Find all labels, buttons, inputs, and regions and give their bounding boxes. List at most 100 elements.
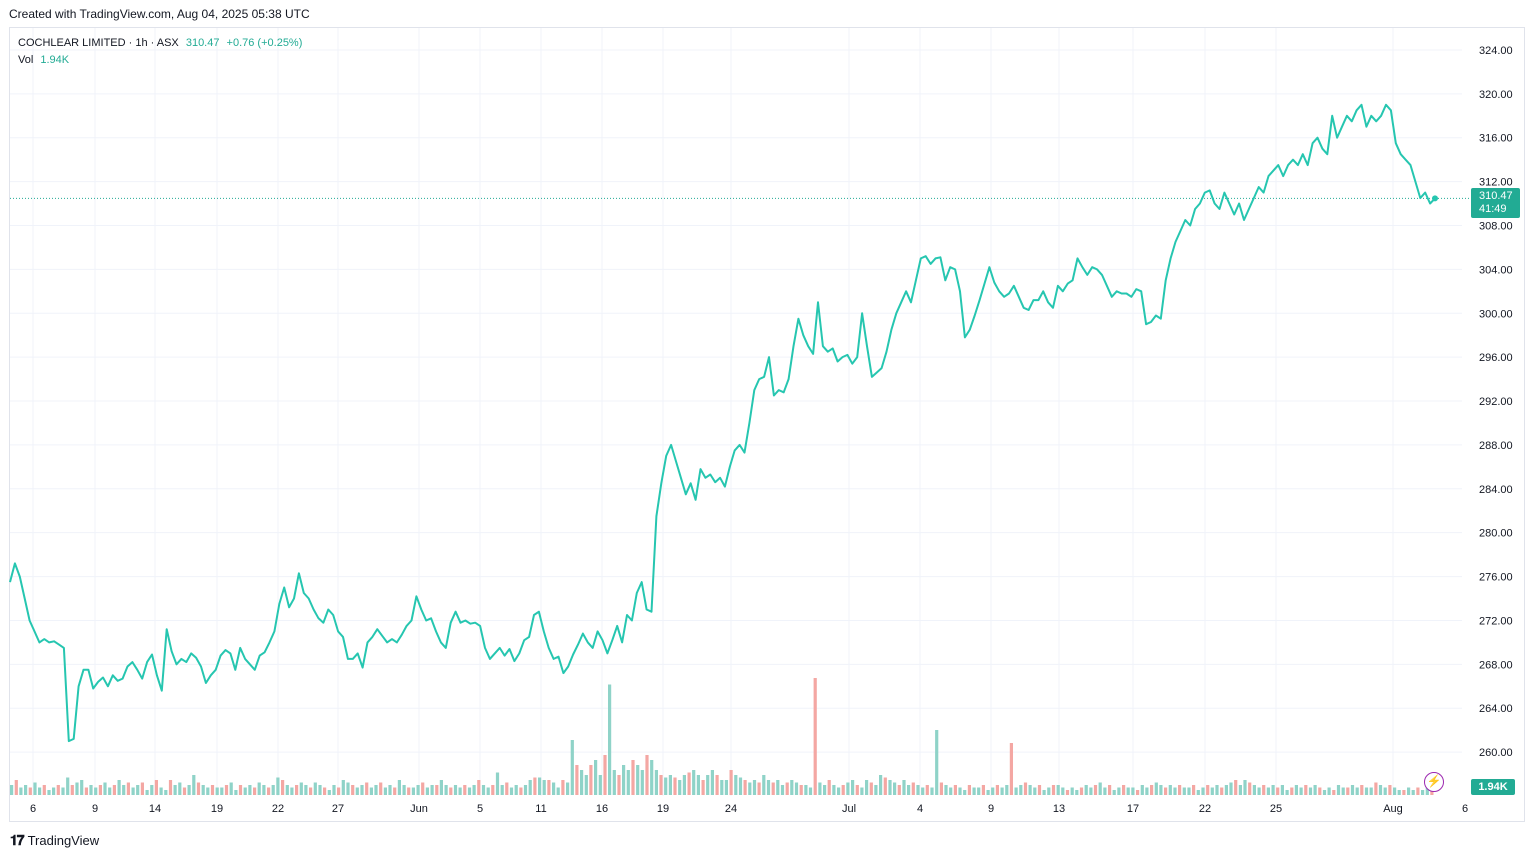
volume-bar [1117,787,1121,795]
volume-bar [724,780,728,795]
volume-bar [262,785,266,795]
volume-bar [897,785,901,795]
volume-bar [883,777,887,795]
volume-bar [570,740,574,795]
volume-bar [888,780,892,795]
volume-bar [654,770,658,795]
volume-bar [486,787,490,795]
volume-bar [150,785,154,795]
volume-bar [949,787,953,795]
volume-bar [1131,787,1135,795]
volume-bar [52,787,56,795]
volume-bar [995,785,999,795]
volume-bar [561,780,565,795]
volume-bar [762,775,766,795]
volume-bar [28,787,32,795]
volume-bar [94,787,98,795]
volume-label: Vol [18,54,34,66]
volume-bar [706,775,710,795]
volume-bar [823,785,827,795]
volume-bar [776,780,780,795]
volume-bar [1126,787,1130,795]
tradingview-logo-icon: 𝟏𝟕 [10,832,25,848]
x-tick-label: Aug [1383,803,1403,815]
x-tick-label: 25 [1270,803,1282,815]
volume-bar [187,785,191,795]
lightning-icon[interactable]: ⚡ [1424,772,1444,792]
chart-frame[interactable] [9,27,1525,822]
volume-bar [196,782,201,795]
volume-bar [1313,785,1317,795]
x-tick-label: 17 [1127,803,1139,815]
x-tick-label: 22 [272,803,284,815]
volume-bar [1364,787,1369,795]
volume-bar [617,775,621,795]
volume-bar [1290,787,1294,795]
grid [10,28,1462,796]
volume-bar [1374,782,1378,795]
volume-bar [248,785,252,795]
volume-bar [509,787,514,795]
volume-bar [38,787,42,795]
volume-bar [935,730,939,795]
volume-bar [243,787,247,795]
volume-bar [542,780,546,795]
volume-bar [505,782,509,795]
volume-bar [1084,785,1088,795]
volume-bar [495,772,500,795]
volume-bar [780,785,785,795]
volume-bar [626,770,630,795]
volume-bar [360,785,364,795]
volume-bar [1327,787,1331,795]
volume-bar [481,785,486,795]
volume-bar [944,785,948,795]
volume-bar [682,775,686,795]
volume-bar [1215,785,1219,795]
footer-brand[interactable]: 𝟏𝟕 TradingView [10,832,99,849]
volume-bar [1346,787,1350,795]
volume-bar [1350,785,1355,795]
volume-bar [1220,787,1224,795]
volume-bar [1332,790,1336,795]
volume-bar [407,787,411,795]
symbol-label: COCHLEAR LIMITED · 1h · ASX [18,37,179,49]
last-price-dot [1432,195,1438,202]
volume-bar [145,790,149,795]
volume-bar [566,782,570,795]
volume-bar [346,782,350,795]
volume-bar [267,787,271,795]
price-line [9,103,1436,743]
volume-bar [1238,785,1242,795]
volume-bar [1341,787,1345,795]
volume-bar [365,782,369,795]
volume-bar [1014,787,1018,795]
x-tick-label: 16 [596,803,608,815]
volume-bar [1079,787,1084,795]
volume-bar [1280,785,1284,795]
volume-bar [458,787,462,795]
volume-bar [790,780,794,795]
volume-bar [1023,782,1028,795]
volume-bar [1168,785,1172,795]
volume-bar [19,787,23,795]
volume-bar [295,785,299,795]
volume-bar [1266,787,1270,795]
volume-bar [631,760,635,795]
volume-bar [1182,787,1186,795]
volume-bar [477,780,481,795]
volume-bar [986,790,990,795]
volume-bar [271,785,275,795]
x-tick-label: 9 [92,803,98,815]
volume-bar [589,765,593,795]
volume-bar [1336,785,1341,795]
volume-bar [757,782,761,795]
volume-bar [70,785,74,795]
volume-bar [1397,790,1401,795]
x-tick-label: 27 [332,803,344,815]
volume-bar [1178,785,1182,795]
volume-bar [1093,785,1098,795]
volume-bar [715,775,719,795]
volume-bar [318,785,322,795]
volume-bar [640,770,644,795]
